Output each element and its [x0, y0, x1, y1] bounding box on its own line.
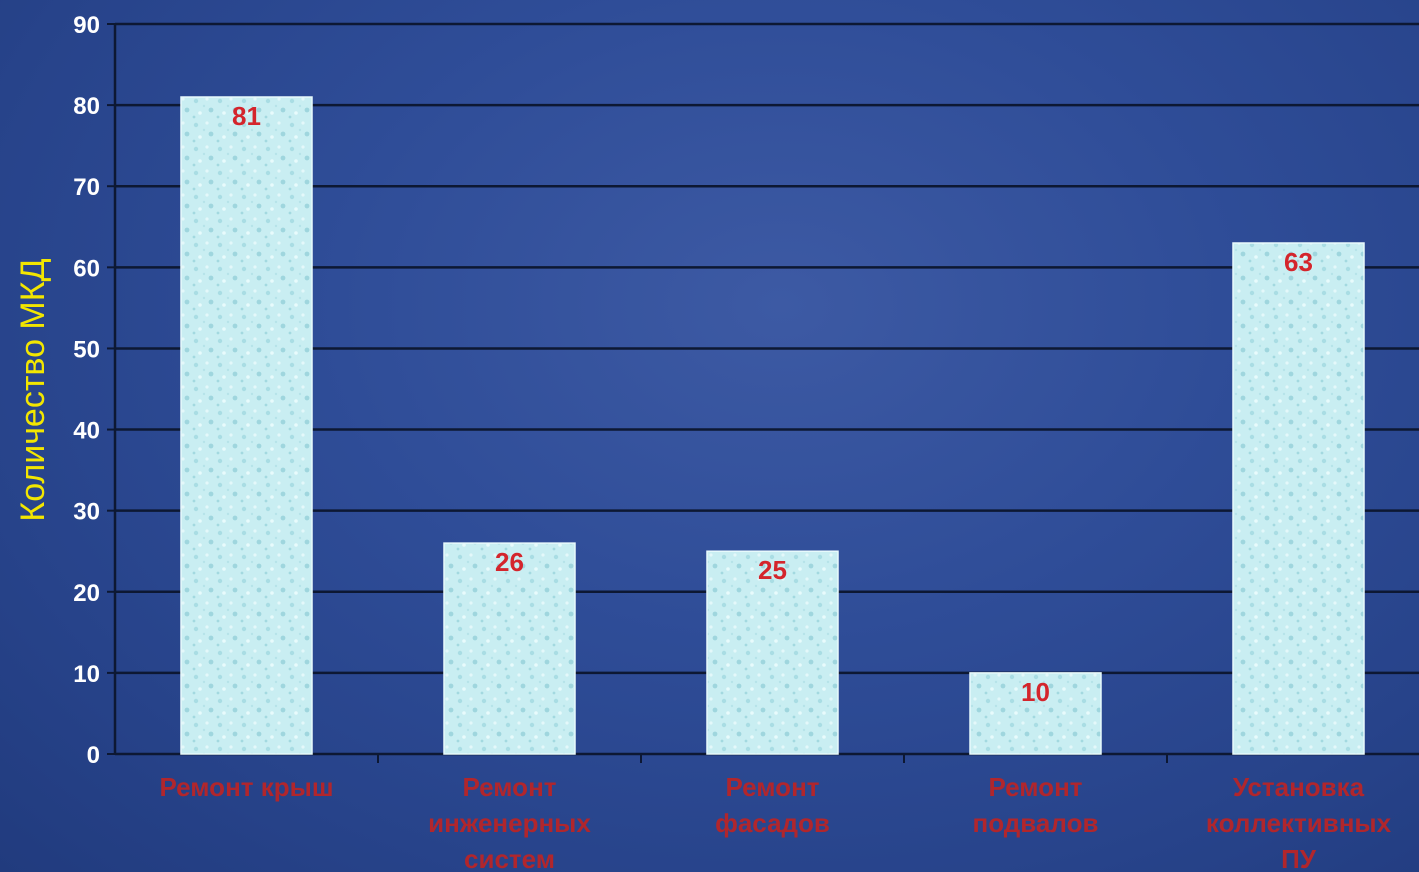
- x-category-label-line: коллективных: [1206, 808, 1392, 838]
- bar: [443, 542, 576, 755]
- x-category-label-line: Ремонт: [725, 772, 819, 802]
- x-category-label: Ремонт фасадов: [715, 772, 830, 838]
- y-tick-label: 60: [73, 255, 100, 282]
- y-tick-label: 80: [73, 93, 100, 120]
- y-tick-label: 10: [73, 661, 100, 688]
- bar: [706, 550, 839, 755]
- x-category-label-line: подвалов: [973, 808, 1099, 838]
- y-tick-label: 70: [73, 174, 100, 201]
- x-category-label-line: Ремонт: [462, 772, 556, 802]
- x-category-label-line: Ремонт крыш: [159, 772, 333, 802]
- bar: [1232, 242, 1365, 755]
- x-category-label: Установка коллективных ПУ: [1206, 772, 1392, 872]
- data-label: 63: [1284, 247, 1313, 277]
- y-tick-label: 90: [73, 12, 100, 39]
- data-label: 26: [495, 547, 524, 577]
- x-category-label: Ремонт крыш: [159, 772, 333, 802]
- x-category-label-line: ПУ: [1281, 844, 1317, 872]
- y-tick-label: 50: [73, 336, 100, 363]
- data-label: 81: [232, 101, 261, 131]
- x-category-label-line: систем: [464, 844, 555, 872]
- x-category-label-line: фасадов: [715, 808, 830, 838]
- y-tick-label: 0: [87, 742, 100, 769]
- x-category-label: Ремонт инженерных систем: [428, 772, 591, 872]
- x-category-label-line: Установка: [1233, 772, 1365, 802]
- x-category-label-line: инженерных: [428, 808, 591, 838]
- data-label: 25: [758, 555, 787, 585]
- bar: [969, 672, 1102, 755]
- y-tick-label: 20: [73, 580, 100, 607]
- y-tick-label: 30: [73, 499, 100, 526]
- x-category-label-line: Ремонт: [988, 772, 1082, 802]
- x-category-label: Ремонт подвалов: [973, 772, 1099, 838]
- bar: [180, 96, 313, 755]
- y-axis-title: Количество МКД: [14, 258, 52, 521]
- data-label: 10: [1021, 677, 1050, 707]
- y-tick-label: 40: [73, 418, 100, 445]
